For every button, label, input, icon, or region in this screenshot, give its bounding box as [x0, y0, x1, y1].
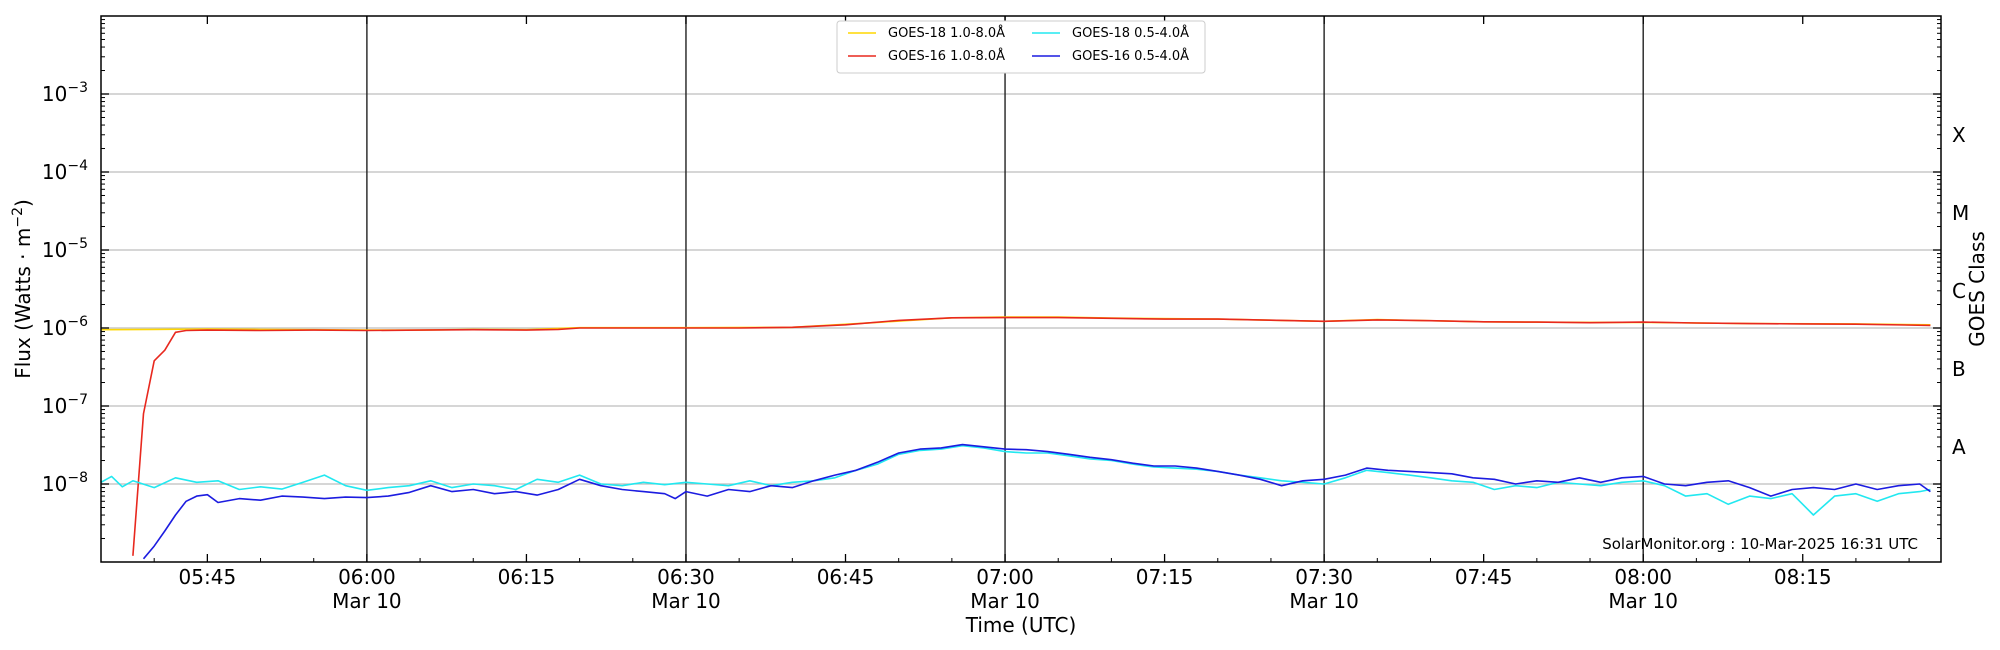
vertical-lines — [366, 16, 1644, 562]
legend-item: GOES-18 0.5-4.0Å — [1032, 25, 1189, 41]
series-layer — [101, 316, 1931, 560]
y-tick-label: 10−4 — [42, 158, 88, 184]
legend-items: GOES-18 1.0-8.0Å GOES-16 1.0-8.0Å GOES-18 … — [848, 25, 1189, 64]
legend-label: GOES-18 0.5-4.0Å — [1072, 25, 1189, 41]
y-axis-title-exponent: −2 — [10, 207, 26, 228]
credit-text: SolarMonitor.org : 10-Mar-2025 16:31 UTC — [1602, 535, 1918, 553]
y-tick-label: 10−6 — [42, 314, 88, 340]
y2-axis-title: GOES Class — [1965, 231, 1989, 347]
x-tick-date-label: Mar 10 — [651, 589, 721, 613]
legend-item: GOES-16 0.5-4.0Å — [1032, 48, 1189, 64]
y-axis-ticks: 10−3 10−4 10−5 10−6 10−7 10−8 — [42, 19, 1941, 540]
x-tick-label: 08:00 — [1614, 565, 1672, 589]
x-tick-label: 07:00 — [976, 565, 1034, 589]
x-tick-label: 06:00 — [338, 565, 396, 589]
series-line-goes-16-1-0-8-0 — [132, 316, 1931, 556]
x-tick-label: 06:15 — [498, 565, 556, 589]
legend-box — [836, 20, 1206, 74]
goes-class-labels: X M C B A — [1952, 123, 1969, 459]
grid-layer — [101, 93, 1941, 485]
y-tick-label: 10−7 — [42, 392, 88, 418]
legend-item: GOES-16 1.0-8.0Å — [848, 48, 1005, 64]
goes-class-label: A — [1952, 435, 1966, 459]
goes-class-label: M — [1952, 201, 1969, 225]
legend-label: GOES-18 1.0-8.0Å — [888, 25, 1005, 41]
y-tick-label: 10−3 — [42, 80, 88, 106]
legend-label: GOES-16 1.0-8.0Å — [888, 48, 1005, 64]
series-line-goes-16-0-5-4-0 — [142, 443, 1931, 560]
x-tick-date-label: Mar 10 — [1608, 589, 1678, 613]
goes-class-label: C — [1952, 279, 1966, 303]
y-axis-title-prefix: Flux (Watts · m — [11, 228, 35, 379]
x-tick-label: 07:15 — [1136, 565, 1194, 589]
legend-item: GOES-18 1.0-8.0Å — [848, 25, 1005, 41]
goes-class-label: B — [1952, 357, 1966, 381]
y-axis-title: Flux (Watts · m−2) — [10, 199, 35, 379]
y-tick-label: 10−8 — [42, 470, 88, 496]
goes-class-label: X — [1952, 123, 1966, 147]
legend: GOES-18 1.0-8.0Å GOES-16 1.0-8.0Å GOES-18 … — [836, 20, 1206, 74]
x-tick-label: 05:45 — [179, 565, 237, 589]
x-tick-label: 07:45 — [1455, 565, 1513, 589]
x-tick-date-label: Mar 10 — [1289, 589, 1359, 613]
y-axis-title-suffix: ) — [11, 199, 35, 207]
plot-frame — [100, 15, 1942, 563]
x-axis-title: Time (UTC) — [965, 613, 1077, 637]
x-tick-date-label: Mar 10 — [970, 589, 1040, 613]
series-line-goes-18-0-5-4-0 — [101, 444, 1931, 516]
x-tick-label: 06:30 — [657, 565, 715, 589]
legend-label: GOES-16 0.5-4.0Å — [1072, 48, 1189, 64]
x-tick-label: 07:30 — [1295, 565, 1353, 589]
y-tick-label: 10−5 — [42, 236, 88, 262]
x-tick-label: 08:15 — [1774, 565, 1832, 589]
x-tick-date-label: Mar 10 — [332, 589, 402, 613]
x-tick-label: 06:45 — [817, 565, 875, 589]
